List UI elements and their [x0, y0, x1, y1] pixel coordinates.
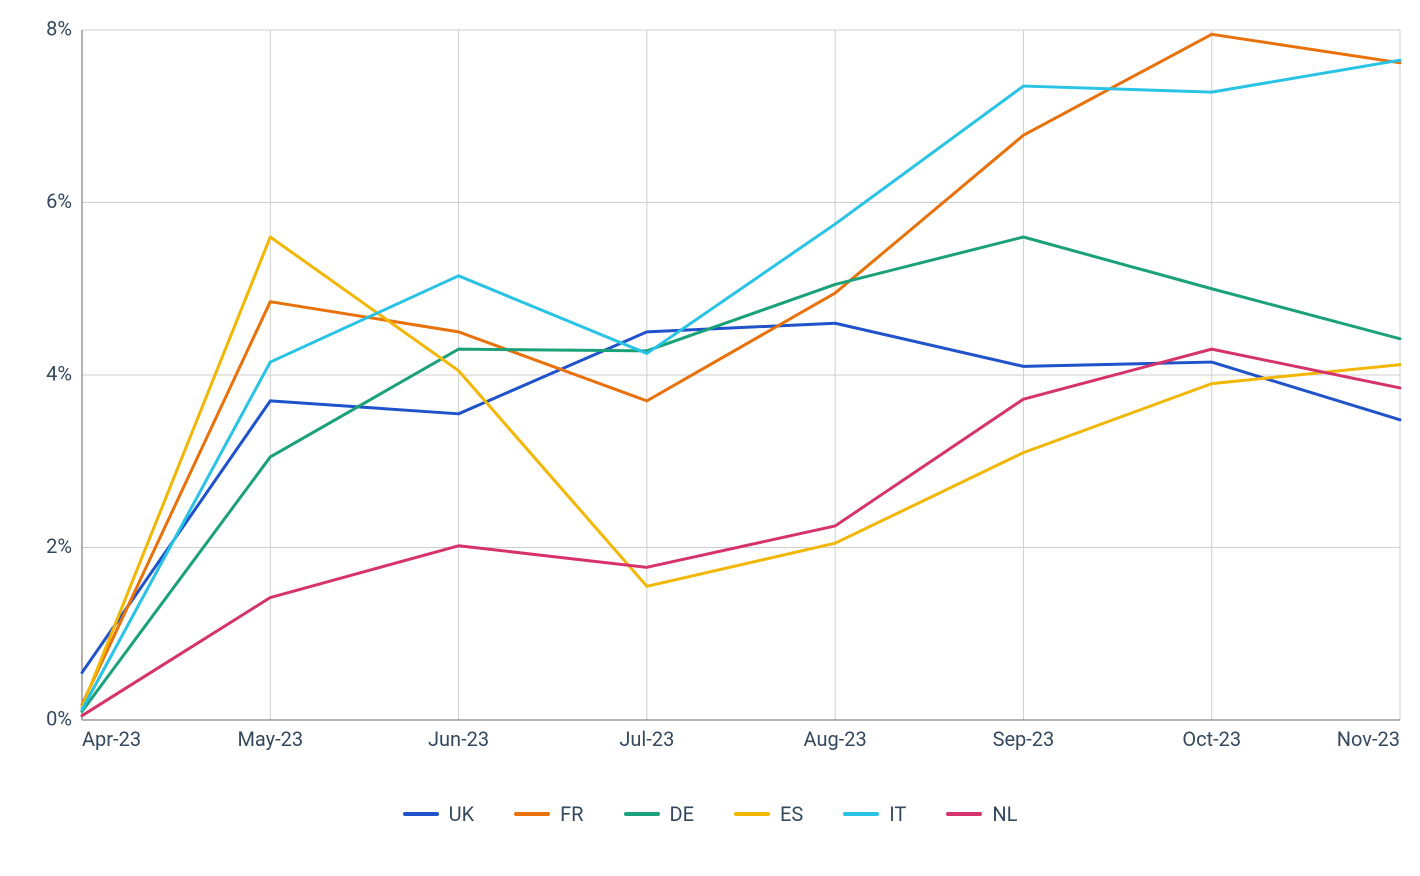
legend-swatch — [946, 812, 982, 816]
legend-item-it: IT — [843, 802, 906, 826]
chart-legend: UK FR DE ES IT NL — [0, 802, 1420, 826]
x-tick-label: Nov-23 — [1337, 727, 1400, 751]
legend-label: ES — [780, 802, 803, 826]
legend-label: IT — [889, 802, 906, 826]
legend-item-de: DE — [624, 802, 695, 826]
y-tick-label: 0% — [46, 706, 72, 730]
x-tick-label: Sep-23 — [993, 727, 1055, 751]
legend-item-nl: NL — [946, 802, 1017, 826]
legend-label: DE — [670, 802, 695, 826]
x-tick-label: Jul-23 — [619, 727, 674, 751]
legend-label: UK — [449, 802, 475, 826]
line-chart: 0% 2% 4% 6% 8% Apr-23 May-23 Jun-23 Jul-23 Aug-23… — [0, 0, 1420, 876]
legend-item-uk: UK — [403, 802, 475, 826]
y-tick-label: 8% — [46, 16, 72, 40]
x-tick-label: Jun-23 — [428, 727, 489, 751]
legend-swatch — [403, 812, 439, 816]
x-tick-label: Apr-23 — [82, 727, 141, 751]
x-tick-label: Oct-23 — [1182, 727, 1241, 751]
legend-swatch — [514, 812, 550, 816]
x-tick-label: May-23 — [237, 727, 303, 751]
y-tick-label: 6% — [46, 189, 72, 213]
y-tick-label: 2% — [46, 534, 72, 558]
legend-swatch — [624, 812, 660, 816]
legend-label: FR — [560, 802, 583, 826]
legend-swatch — [843, 812, 879, 816]
legend-label: NL — [992, 802, 1017, 826]
chart-svg: 0% 2% 4% 6% 8% Apr-23 May-23 Jun-23 Jul-23 Aug-23… — [0, 0, 1420, 876]
legend-item-fr: FR — [514, 802, 583, 826]
legend-swatch — [734, 812, 770, 816]
x-tick-label: Aug-23 — [804, 727, 867, 751]
y-tick-label: 4% — [46, 361, 72, 385]
legend-item-es: ES — [734, 802, 803, 826]
